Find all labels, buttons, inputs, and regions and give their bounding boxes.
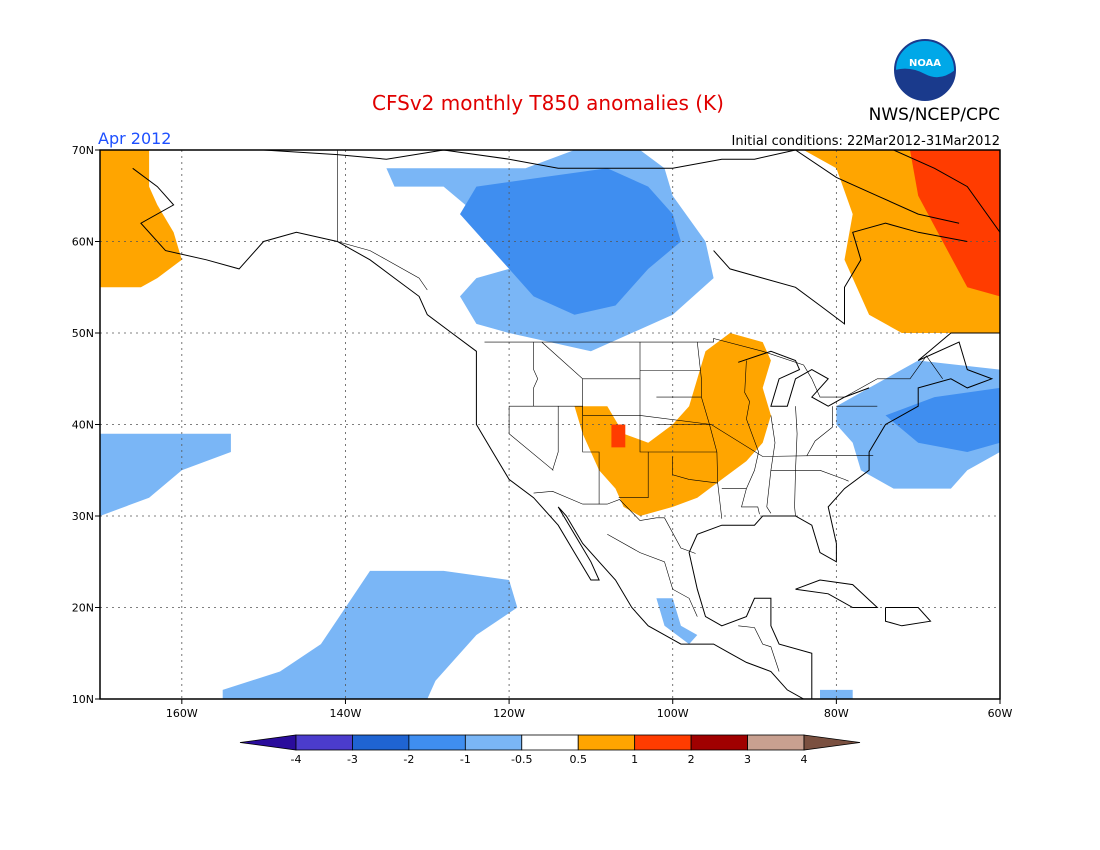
colorbar-tick-label: 3	[744, 753, 751, 766]
lon-tick-label: 100W	[657, 707, 689, 720]
border-central-america-borders	[738, 625, 780, 672]
colorbar-min-arrow	[239, 734, 297, 751]
colorbar-swatch	[408, 734, 466, 751]
colorbar-swatch	[352, 734, 410, 751]
anomaly-region-atlantic-cold-core	[885, 387, 1000, 452]
border-state-lines-7	[508, 406, 554, 471]
colorbar-swatch	[577, 734, 636, 751]
colorbar-tick-label: -2	[403, 753, 414, 766]
colorbar-tick-label: 1	[631, 753, 638, 766]
coastline-baffin-coast	[795, 150, 960, 224]
anomaly-region-colorado-hot-spot	[611, 424, 626, 448]
coastline-great-lakes	[738, 350, 870, 407]
initial-conditions: Initial conditions: 22Mar2012-31Mar2012	[732, 134, 1001, 149]
colorbar-swatch	[690, 734, 748, 751]
colorbar-swatch	[521, 734, 579, 751]
noaa-logo-text: NOAA	[909, 58, 941, 69]
anomaly-region-hawaii-north-cold	[100, 433, 231, 516]
border-state-lines-3	[552, 406, 559, 471]
lon-tick-label: 140W	[330, 707, 362, 720]
colorbar-tick-label: -3	[347, 753, 358, 766]
graticule	[100, 150, 1000, 699]
longitude-ticks: 160W 140W 120W 100W 80W 60W	[166, 699, 1013, 720]
anomaly-region-canada-cold-core	[460, 168, 681, 315]
colorbar-tick-label: 2	[688, 753, 695, 766]
anomaly-region-alaska-west-warm	[100, 150, 182, 288]
map-lines	[132, 150, 1000, 699]
anomaly-region-caribbean-cold-patch	[820, 689, 853, 699]
colorbar-tick-label: -4	[291, 753, 302, 766]
colorbar-swatch	[747, 734, 805, 751]
anomaly-region-mexico-cold-patch	[656, 598, 698, 645]
colorbar-tick-label: 0.5	[569, 753, 587, 766]
colorbar-max-arrow	[803, 734, 861, 751]
coastline-cuba-coast	[795, 579, 879, 608]
border-state-lines-16	[672, 456, 718, 484]
lon-tick-label: 80W	[824, 707, 849, 720]
colorbar-swatch	[634, 734, 692, 751]
border-us-mexico-border	[533, 490, 696, 554]
lon-tick-label: 60W	[988, 707, 1013, 720]
coastline-hudson-bay-coast	[713, 222, 968, 325]
border-alaska-canada-border	[336, 150, 428, 291]
lat-tick-label: 60N	[72, 236, 94, 249]
map-plot-area	[100, 150, 1000, 699]
lat-tick-label: 70N	[72, 144, 94, 157]
colorbar-swatch	[295, 734, 353, 751]
colorbar-tick-label: 4	[801, 753, 808, 766]
lon-tick-label: 160W	[166, 707, 198, 720]
colorbar-tick-label: -0.5	[511, 753, 532, 766]
border-state-lines-9	[741, 360, 760, 515]
coastline-north-america-coast	[132, 167, 1000, 699]
noaa-logo: NOAA	[894, 39, 956, 101]
lat-tick-label: 30N	[72, 510, 94, 523]
lat-tick-label: 20N	[72, 602, 94, 615]
latitude-ticks: 70N 60N 50N 40N 30N 20N 10N	[72, 144, 100, 706]
lon-tick-label: 120W	[493, 707, 525, 720]
border-state-lines-2	[533, 342, 539, 407]
border-state-lines-20	[770, 469, 849, 482]
border-state-lines-4	[582, 378, 600, 505]
anomaly-region-subtropical-pacific-cold	[222, 570, 518, 699]
lat-tick-label: 50N	[72, 327, 94, 340]
agency-label: NWS/NCEP/CPC	[869, 105, 1000, 125]
colorbar: -4 -3 -2 -1 -0.5 0.5 1 2 3 4	[239, 734, 861, 766]
map-title: CFSv2 monthly T850 anomalies (K)	[372, 91, 724, 115]
anomaly-region-greenland-hot	[910, 150, 1000, 297]
coastline-arctic-coast	[260, 150, 796, 169]
colorbar-tick-label: -1	[460, 753, 471, 766]
anomaly-regions	[100, 150, 1000, 699]
lat-tick-label: 10N	[72, 693, 94, 706]
border-mexico-states	[607, 534, 698, 617]
lat-tick-label: 40N	[72, 419, 94, 432]
forecast-period: Apr 2012	[98, 129, 171, 148]
border-state-lines-8	[541, 341, 640, 380]
border-state-lines-12	[806, 406, 833, 456]
coastline-greenland-coast	[893, 150, 1000, 233]
coastline-hispaniola-coast	[885, 607, 932, 627]
colorbar-swatch	[464, 734, 523, 751]
border-us-canada-border	[484, 338, 943, 398]
